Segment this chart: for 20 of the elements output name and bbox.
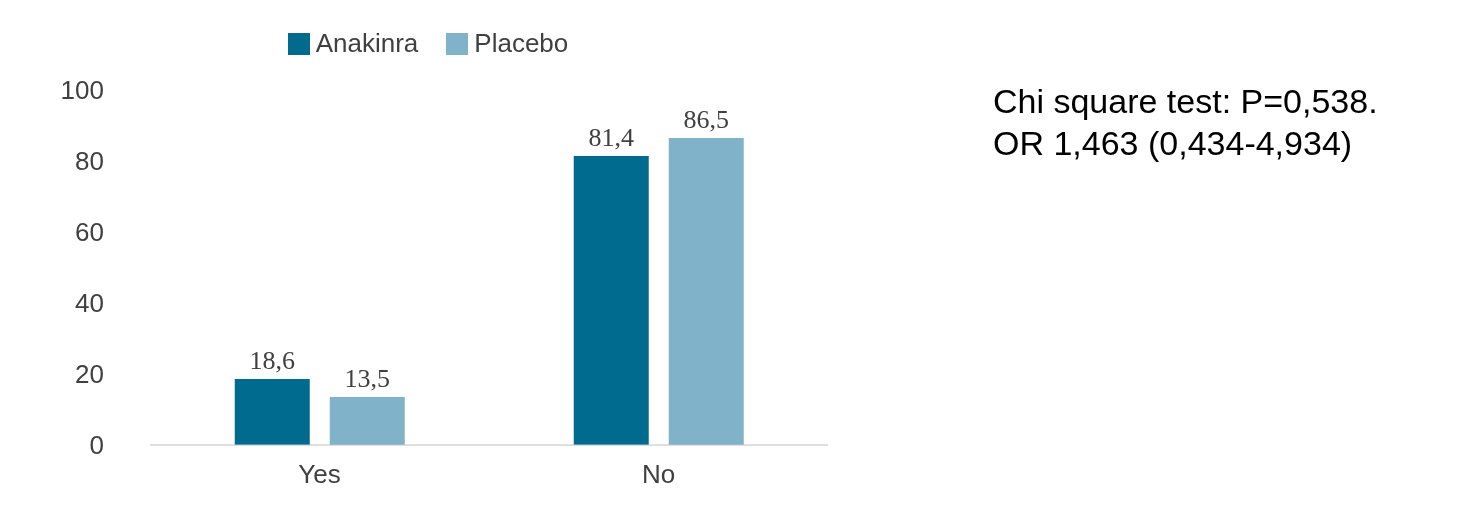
y-tick-label: 40 bbox=[75, 288, 104, 319]
y-tick-label: 20 bbox=[75, 359, 104, 390]
bar bbox=[668, 137, 744, 445]
y-tick-label: 80 bbox=[75, 146, 104, 177]
data-label: 18,6 bbox=[249, 345, 295, 375]
x-tick-label: No bbox=[641, 459, 676, 490]
data-label: 81,4 bbox=[588, 123, 634, 153]
data-label: 13,5 bbox=[344, 364, 390, 394]
bar bbox=[573, 156, 649, 445]
y-tick-label: 100 bbox=[60, 75, 104, 106]
y-tick-label: 60 bbox=[75, 217, 104, 248]
x-tick-label: Yes bbox=[298, 459, 341, 490]
legend-label: Anakinra bbox=[314, 28, 419, 59]
data-label: 86,5 bbox=[683, 104, 729, 134]
legend-label: Placebo bbox=[473, 28, 569, 59]
bar bbox=[329, 397, 405, 445]
bar bbox=[234, 378, 310, 445]
text: Chi square test: P=0,538. bbox=[993, 81, 1378, 122]
y-tick-label: 0 bbox=[89, 430, 104, 461]
text: OR 1,463 (0,434-4,934) bbox=[993, 123, 1354, 164]
